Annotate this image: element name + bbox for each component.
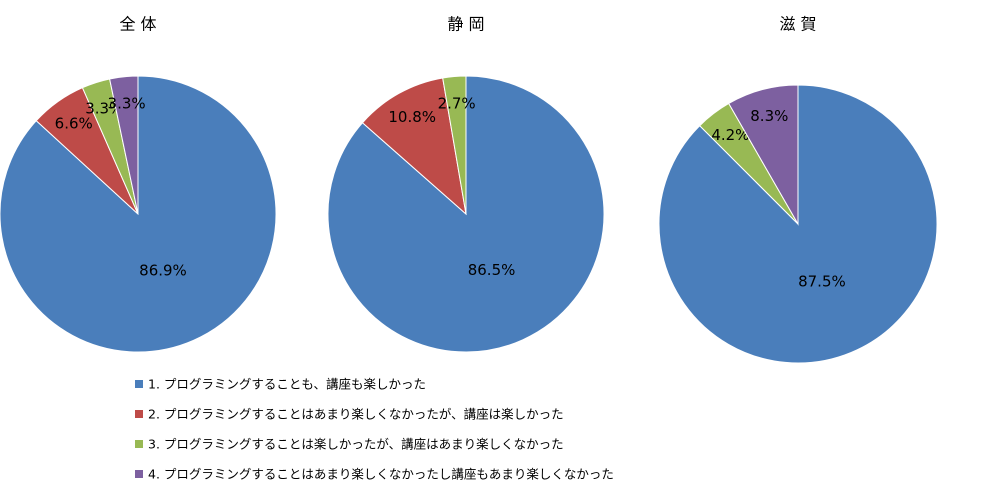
legend-label: 2. プログラミングすることはあまり楽しくなかったが、講座は楽しかった	[148, 407, 564, 422]
legend-label: 4. プログラミングすることはあまり楽しくなかったし講座もあまり楽しくなかった	[148, 467, 614, 482]
pie-slice	[327, 75, 605, 353]
data-label: 10.8%	[388, 108, 436, 126]
legend-swatch	[135, 440, 143, 448]
data-label: 3.3%	[108, 95, 146, 113]
chart-title: 静 岡	[447, 15, 484, 34]
chart-title: 滋 賀	[779, 15, 816, 34]
data-label: 86.5%	[468, 261, 516, 279]
data-label: 4.2%	[711, 126, 749, 144]
data-label: 87.5%	[798, 272, 846, 290]
data-label: 8.3%	[750, 107, 788, 125]
legend-swatch	[135, 410, 143, 418]
pie-slice	[442, 75, 467, 215]
pie-slice	[658, 84, 938, 364]
data-label: 2.7%	[438, 94, 476, 112]
data-label: 6.6%	[55, 115, 93, 133]
legend-swatch	[135, 380, 143, 388]
pie-slice	[109, 75, 139, 215]
data-label: 3.3%	[85, 99, 123, 117]
data-label: 86.9%	[139, 261, 187, 279]
legend-label: 1. プログラミングすることも、講座も楽しかった	[148, 377, 426, 392]
legend-swatch	[135, 470, 143, 478]
legend-label: 3. プログラミングすることは楽しかったが、講座はあまり楽しくなかった	[148, 437, 564, 452]
pie-slice	[728, 84, 799, 226]
chart-title: 全 体	[119, 15, 156, 34]
pie-slice	[361, 77, 467, 216]
